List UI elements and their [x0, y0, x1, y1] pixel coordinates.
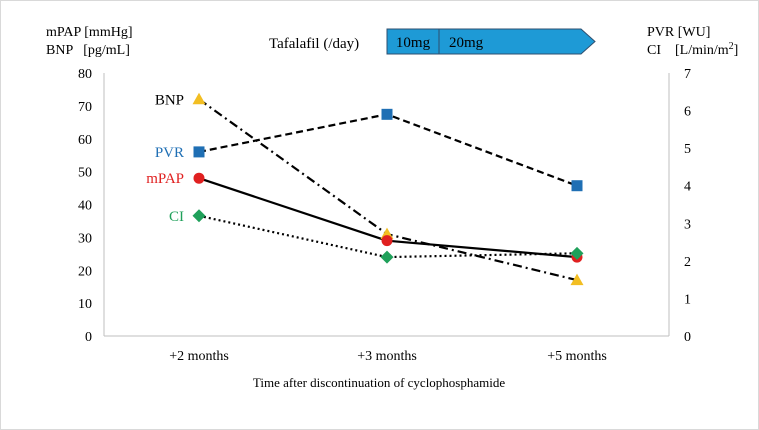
left-tick-label: 30: [78, 231, 92, 246]
left-tick-label: 0: [85, 330, 92, 345]
left-tick-label: 10: [78, 297, 92, 312]
x-tick-label: +2 months: [169, 349, 229, 364]
marker-bnp: [570, 273, 584, 286]
left-axis-title-line-2: BNP [pg/mL]: [46, 43, 130, 58]
right-tick-label: 3: [684, 217, 691, 232]
right-tick-label: 1: [684, 292, 691, 307]
x-tick-label: +5 months: [547, 349, 607, 364]
x-axis-title: Time after discontinuation of cyclophosp…: [253, 375, 505, 390]
left-tick-label: 40: [78, 199, 92, 214]
marker-mpap: [193, 172, 205, 184]
series-label-ci: CI: [169, 209, 184, 225]
right-axis-title-main: CI [L/min/m: [647, 43, 729, 58]
right-tick-label: 4: [684, 180, 691, 195]
right-tick-label: 5: [684, 142, 691, 157]
right-axis-title-line-1: PVR [WU]: [647, 25, 710, 40]
right-tick-label: 6: [684, 105, 691, 120]
left-tick-label: 20: [78, 264, 92, 279]
marker-ci: [570, 246, 584, 260]
dose-segment-2-arrow: [438, 28, 596, 55]
right-tick-label: 0: [684, 330, 691, 345]
marker-ci: [380, 250, 394, 264]
series-markers: [192, 92, 584, 286]
series-line-pvr: [198, 113, 578, 187]
series-label-bnp: BNP: [155, 92, 184, 108]
right-tick-label: 2: [684, 255, 691, 270]
left-tick-label: 80: [78, 67, 92, 82]
marker-pvr: [193, 146, 205, 158]
dose-segment-1-label: 10mg: [396, 35, 431, 51]
marker-mpap: [381, 235, 393, 247]
x-tick-label: +3 months: [357, 349, 417, 364]
marker-pvr: [381, 108, 393, 120]
marker-pvr: [571, 180, 583, 192]
marker-bnp: [380, 227, 394, 240]
right-axis-title-superscript: 2: [729, 41, 734, 52]
dose-segment-2-label: 20mg: [449, 35, 484, 51]
marker-ci: [192, 209, 206, 223]
marker-bnp: [192, 92, 206, 105]
left-axis-title-line-1: mPAP [mmHg]: [46, 25, 132, 40]
series-label-mpap: mPAP: [146, 171, 184, 187]
series-label-pvr: PVR: [155, 145, 184, 161]
left-tick-label: 70: [78, 100, 92, 115]
left-tick-label: 60: [78, 133, 92, 148]
axes: 0 10 20 30 40 50 60 70 80 0 1 2 3 4 5 6 7 +2 months +3 mon…: [78, 67, 691, 364]
right-axis-title-line-2: CI [L/min/m2]: [647, 41, 738, 58]
series-labels: BNP PVR mPAP CI: [146, 92, 184, 224]
right-tick-label: 7: [684, 67, 691, 82]
left-tick-label: 50: [78, 166, 92, 181]
right-axis-title-close: ]: [734, 43, 739, 58]
dosing-arrow: 10mg 20mg: [386, 28, 596, 55]
dosing-label: Tafalafil (/day): [269, 36, 359, 52]
